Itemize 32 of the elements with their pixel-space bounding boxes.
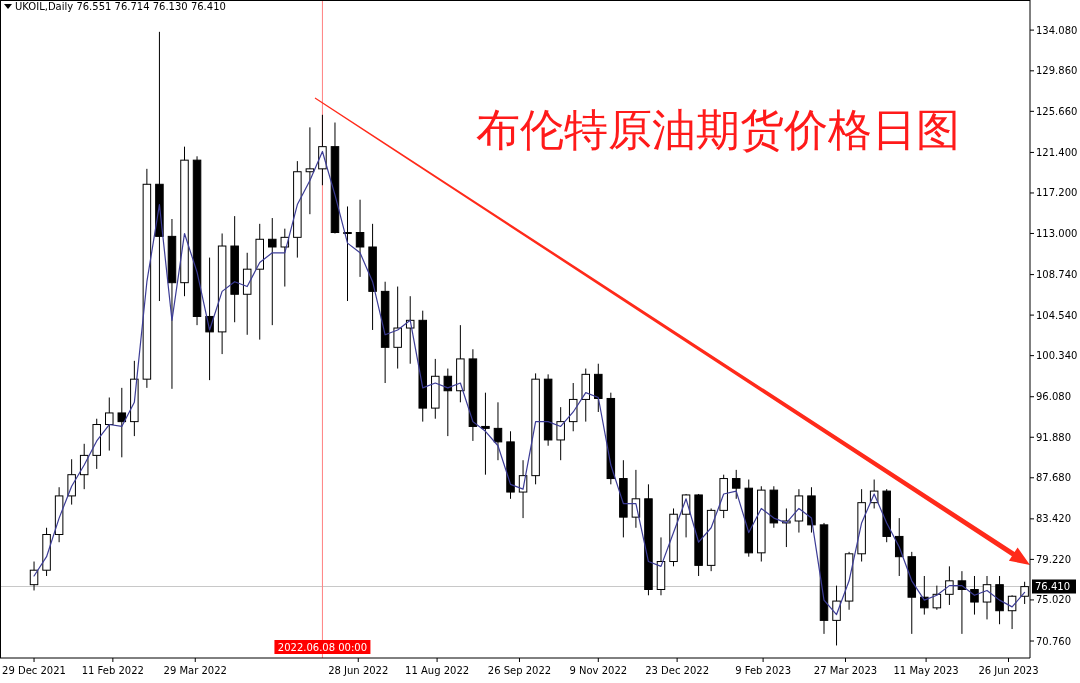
ref-line-label: 2022.06.08 00:00: [277, 641, 368, 653]
y-tick-label: 75.020: [1036, 594, 1071, 606]
x-tick-label: 26 Jun 2023: [978, 665, 1039, 676]
x-tick-label: 9 Feb 2023: [735, 665, 792, 676]
x-tick-label: 9 Nov 2022: [569, 665, 628, 676]
y-tick-label: 83.420: [1036, 513, 1071, 525]
chart-title: UKOIL,Daily 76.551 76.714 76.130 76.410: [15, 1, 226, 12]
y-tick-label: 113.000: [1036, 227, 1078, 239]
x-tick-label: 29 Dec 2021: [2, 665, 66, 676]
annotation: 布伦特原油期货价格日图: [476, 104, 960, 155]
y-tick-label: 108.740: [1036, 269, 1078, 281]
x-tick-label: 11 Feb 2022: [81, 665, 144, 676]
ref-line-label: 76.410: [1035, 581, 1070, 593]
y-tick-label: 121.400: [1036, 146, 1078, 158]
x-tick-label: 11 May 2023: [893, 665, 959, 676]
y-tick-label: 96.080: [1036, 391, 1071, 403]
y-tick-label: 100.340: [1036, 350, 1078, 362]
y-tick-label: 134.080: [1036, 24, 1078, 36]
y-tick-label: 104.540: [1036, 309, 1078, 321]
y-tick-label: 87.680: [1036, 472, 1071, 484]
y-tick-label: 91.880: [1036, 431, 1071, 443]
x-tick-label: 11 Aug 2022: [405, 665, 470, 676]
y-tick-label: 70.760: [1036, 635, 1071, 647]
y-tick-label: 117.200: [1036, 187, 1078, 199]
x-tick-label: 23 Dec 2022: [645, 665, 710, 676]
y-tick-label: 125.660: [1036, 105, 1078, 117]
x-tick-label: 26 Sep 2022: [487, 665, 552, 676]
y-tick-label: 129.860: [1036, 65, 1078, 77]
y-tick-label: 79.220: [1036, 553, 1071, 565]
x-tick-label: 29 Mar 2022: [163, 665, 227, 676]
x-tick-label: 28 Jun 2022: [328, 665, 389, 676]
x-tick-label: 27 Mar 2023: [813, 665, 878, 676]
